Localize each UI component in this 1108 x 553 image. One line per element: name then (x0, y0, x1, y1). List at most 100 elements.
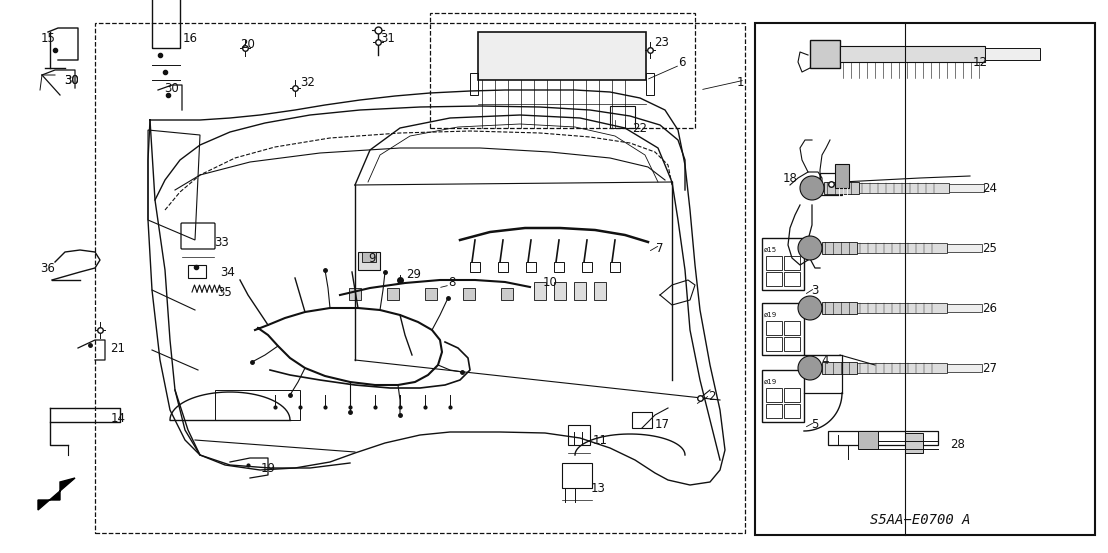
Bar (784, 256, 800, 270)
Bar (611, 106, 635, 128)
Text: 21: 21 (111, 342, 125, 354)
Text: 28: 28 (951, 437, 965, 451)
Bar (784, 404, 800, 418)
Bar (594, 282, 606, 300)
Bar (762, 303, 804, 355)
Circle shape (798, 236, 822, 260)
Text: 6: 6 (678, 55, 686, 69)
Text: 22: 22 (633, 122, 647, 134)
Text: FR.: FR. (47, 512, 69, 525)
Bar (840, 46, 985, 62)
Bar (766, 388, 782, 402)
Bar (856, 303, 947, 313)
Text: 35: 35 (217, 285, 233, 299)
Bar (820, 173, 842, 195)
Text: 30: 30 (165, 81, 179, 95)
Bar (554, 262, 564, 272)
Bar (646, 73, 654, 95)
Bar (784, 321, 800, 335)
Bar (463, 288, 475, 300)
Bar (562, 463, 592, 488)
Bar (358, 252, 380, 270)
Bar (766, 256, 782, 270)
Text: 29: 29 (407, 269, 421, 281)
Circle shape (798, 296, 822, 320)
Text: 11: 11 (593, 434, 607, 446)
Text: 17: 17 (655, 418, 669, 430)
Bar (856, 243, 947, 253)
Text: 31: 31 (380, 32, 396, 44)
Bar (387, 288, 399, 300)
Bar (152, 0, 179, 48)
Bar (188, 265, 206, 278)
Text: 32: 32 (300, 76, 316, 88)
Bar (947, 364, 982, 372)
Bar (822, 362, 856, 374)
Text: 7: 7 (656, 242, 664, 254)
Bar (534, 282, 546, 300)
Bar (859, 183, 948, 193)
Bar (582, 262, 592, 272)
Text: 9: 9 (368, 252, 376, 264)
Bar (948, 184, 984, 192)
Bar (784, 388, 800, 402)
Bar (425, 288, 437, 300)
Bar (526, 262, 536, 272)
Bar (478, 32, 646, 80)
Bar (784, 272, 800, 286)
Polygon shape (38, 478, 75, 510)
Text: 30: 30 (64, 74, 80, 86)
Bar (470, 262, 480, 272)
Text: 5: 5 (811, 418, 819, 430)
Text: 14: 14 (111, 411, 125, 425)
Bar (835, 164, 849, 188)
Bar (497, 262, 507, 272)
Bar (947, 244, 982, 252)
Text: 34: 34 (220, 265, 235, 279)
Text: 10: 10 (543, 275, 557, 289)
Bar (766, 404, 782, 418)
Text: 24: 24 (983, 181, 997, 195)
Bar (574, 282, 586, 300)
Text: S5AA−E0700 A: S5AA−E0700 A (870, 513, 971, 527)
Text: 20: 20 (240, 39, 256, 51)
Bar (810, 40, 840, 68)
Bar (824, 182, 859, 194)
Text: 8: 8 (449, 275, 455, 289)
Text: 16: 16 (183, 32, 197, 44)
Text: 26: 26 (983, 301, 997, 315)
Bar (766, 321, 782, 335)
Text: 36: 36 (41, 262, 55, 274)
Text: 13: 13 (591, 482, 605, 494)
Bar (822, 242, 856, 254)
Bar (822, 302, 856, 314)
Text: 2: 2 (708, 389, 716, 403)
Text: 3: 3 (811, 284, 819, 296)
Circle shape (798, 356, 822, 380)
Text: 12: 12 (973, 55, 987, 69)
Bar (430, 13, 695, 128)
Bar (762, 370, 804, 422)
Text: 33: 33 (215, 236, 229, 248)
Bar (947, 304, 982, 312)
Bar (611, 262, 620, 272)
Circle shape (800, 176, 824, 200)
Text: ø15: ø15 (765, 247, 777, 253)
Bar (762, 238, 804, 290)
Bar (766, 272, 782, 286)
Text: 25: 25 (983, 242, 997, 254)
Bar (905, 433, 923, 453)
Text: ø19: ø19 (765, 379, 777, 385)
Text: 1: 1 (736, 76, 743, 88)
Bar (501, 288, 513, 300)
Text: 27: 27 (983, 362, 997, 374)
Bar (470, 73, 478, 95)
Bar (858, 431, 878, 449)
Bar (766, 337, 782, 351)
Bar (755, 23, 1095, 535)
Text: 19: 19 (260, 462, 276, 474)
Text: 15: 15 (41, 32, 55, 44)
Text: 30: 30 (64, 74, 80, 86)
Bar (215, 390, 300, 420)
Bar (856, 363, 947, 373)
